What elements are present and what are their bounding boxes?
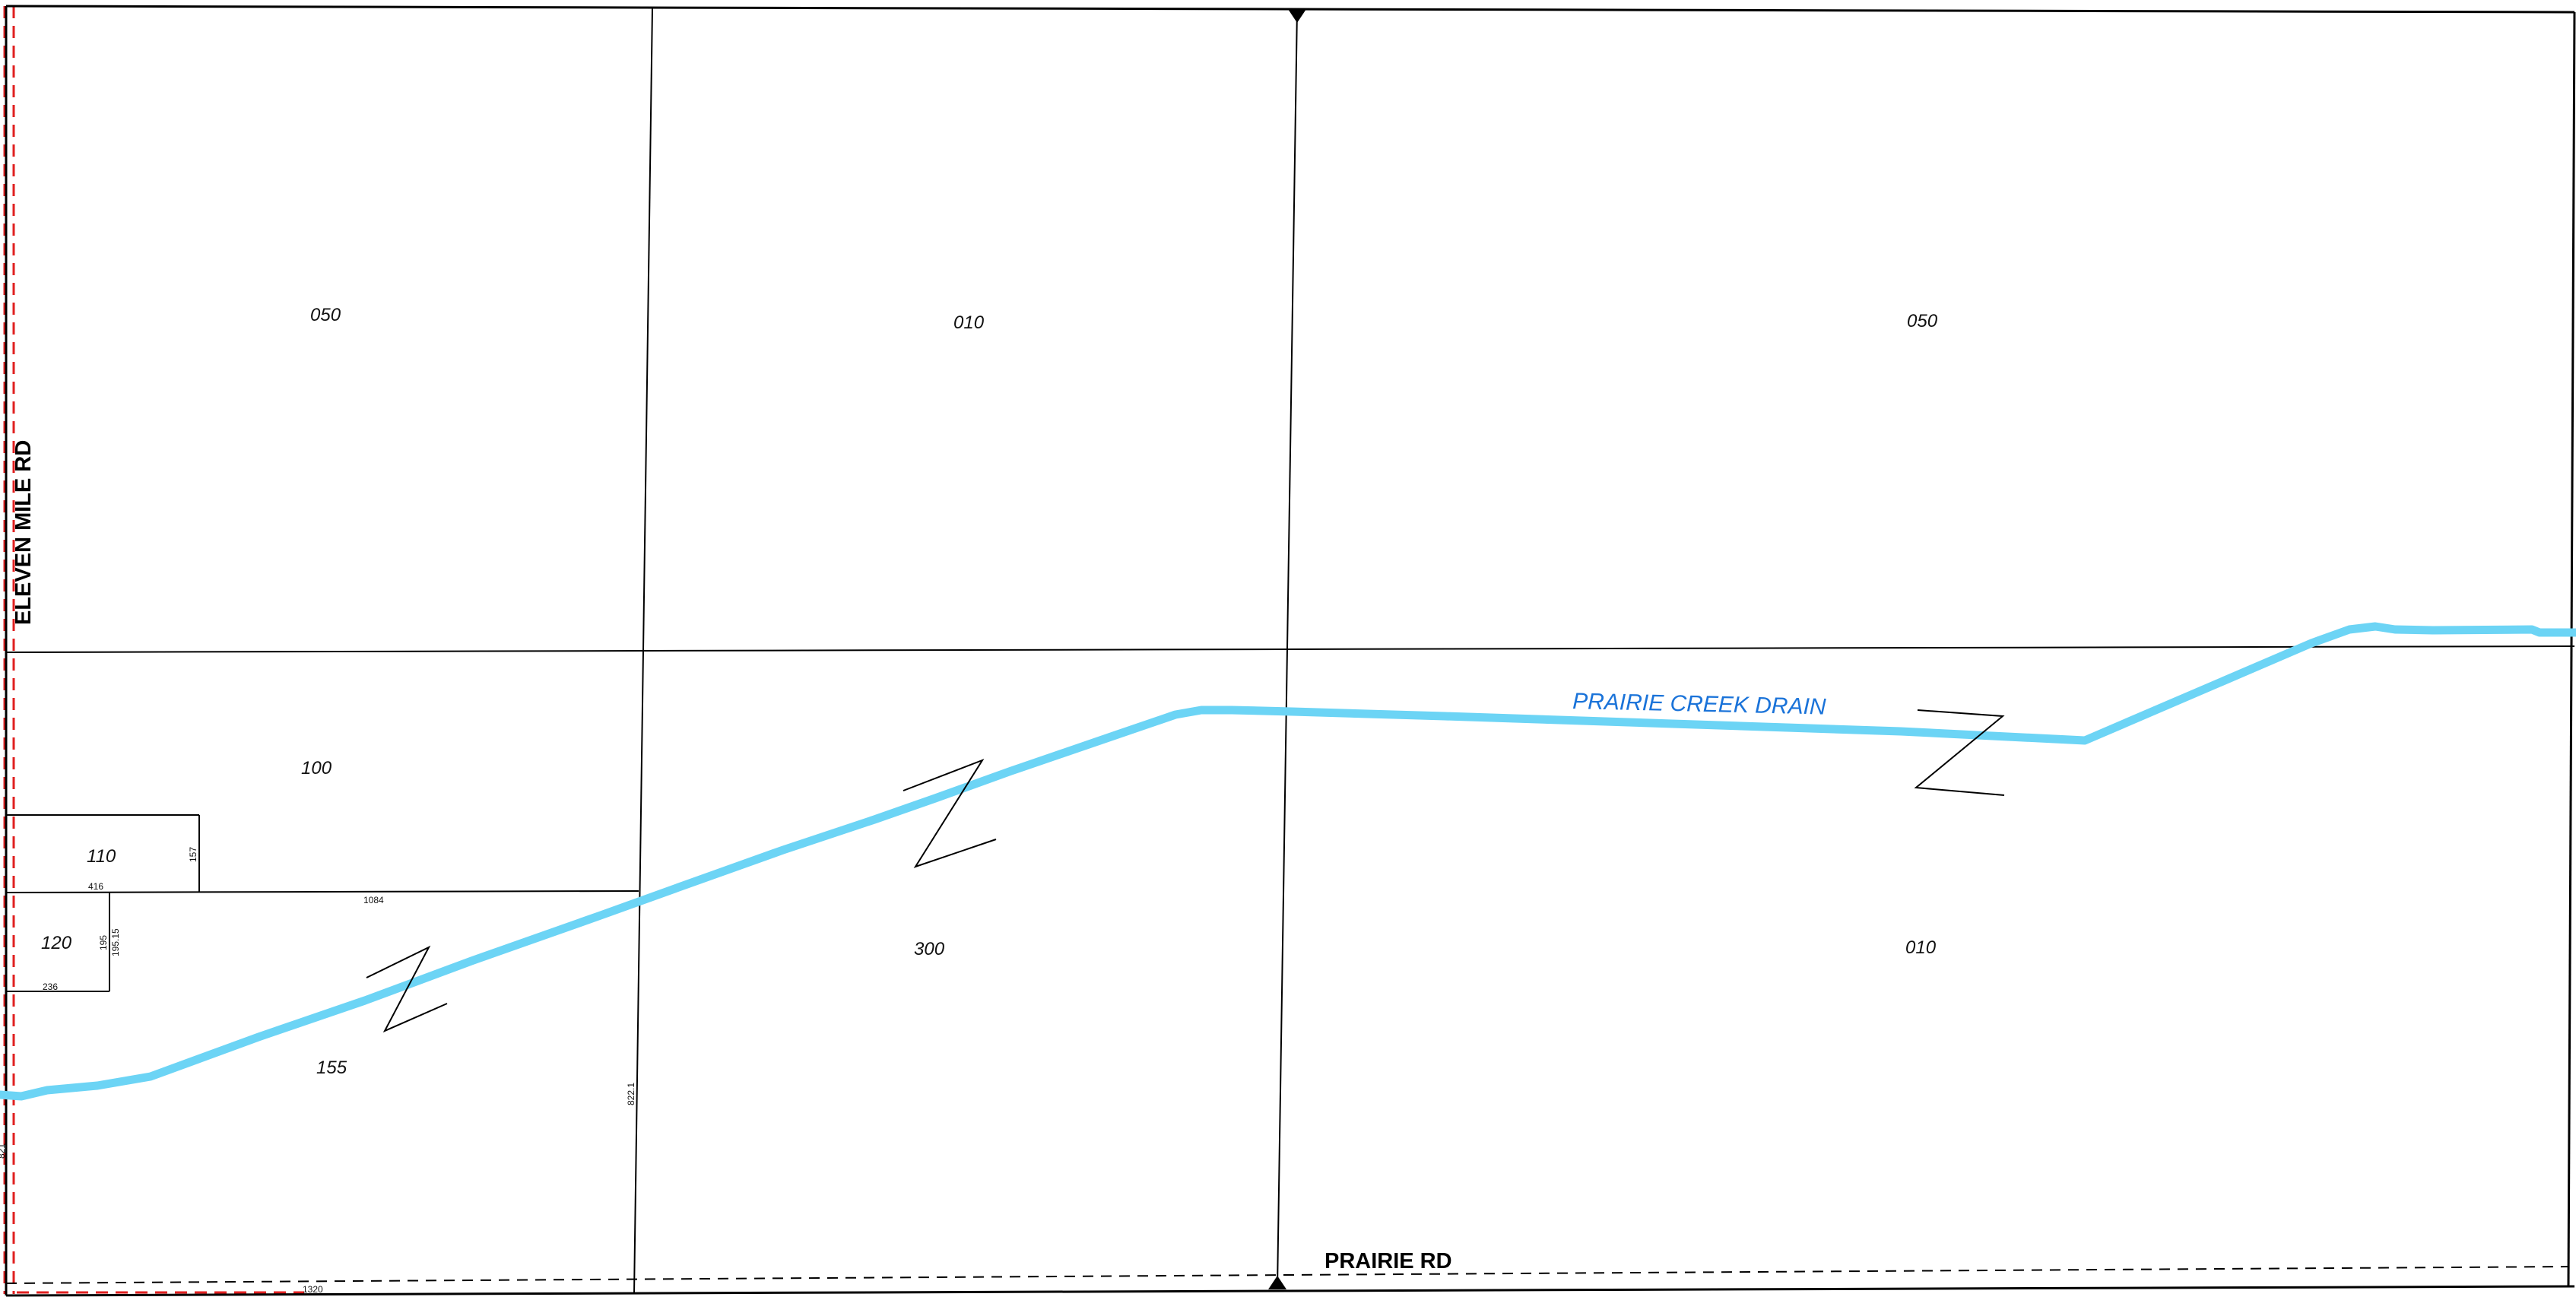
parcel-number: 010 — [1905, 937, 1937, 958]
drain-label: PRAIRIE CREEK DRAIN — [1572, 689, 1826, 720]
dimension-label: 822.1 — [626, 1083, 636, 1105]
west-row-lines — [3, 6, 304, 1294]
parcel-number: 050 — [1907, 311, 1938, 331]
dimension-label: 1320 — [303, 1284, 323, 1295]
dimension-label: 195.15 — [110, 928, 121, 956]
south-quarter-corner-marker — [1268, 1276, 1286, 1289]
north-quarter-corner-marker — [1288, 9, 1306, 23]
prairie-creek-drain — [0, 622, 2576, 1101]
parcel-number: 100 — [301, 758, 332, 779]
dimension-label: 1084 — [363, 895, 384, 905]
eleven-mile-rd-label: ELEVEN MILE RD — [11, 440, 36, 625]
dimension-label: 195 — [98, 935, 109, 950]
parcel-number: 110 — [87, 846, 116, 867]
section-boundary — [5, 5, 2576, 1297]
parcel-number: 155 — [316, 1058, 347, 1078]
drain-flow-symbols — [366, 709, 2005, 1033]
parcel-number: 300 — [914, 939, 945, 959]
dimension-label: 157 — [188, 847, 198, 862]
parcel-number: 120 — [41, 933, 72, 953]
dimension-label: 416 — [88, 881, 103, 892]
parcel-number: 050 — [310, 305, 341, 325]
prairie-rd-label: PRAIRIE RD — [1324, 1249, 1452, 1273]
south-road-line — [5, 1266, 2569, 1284]
parcel-lines — [5, 7, 2575, 1295]
dimension-label: 821 — [0, 1143, 7, 1159]
dimension-label: 236 — [43, 981, 58, 992]
parcel-number: 010 — [953, 312, 985, 333]
